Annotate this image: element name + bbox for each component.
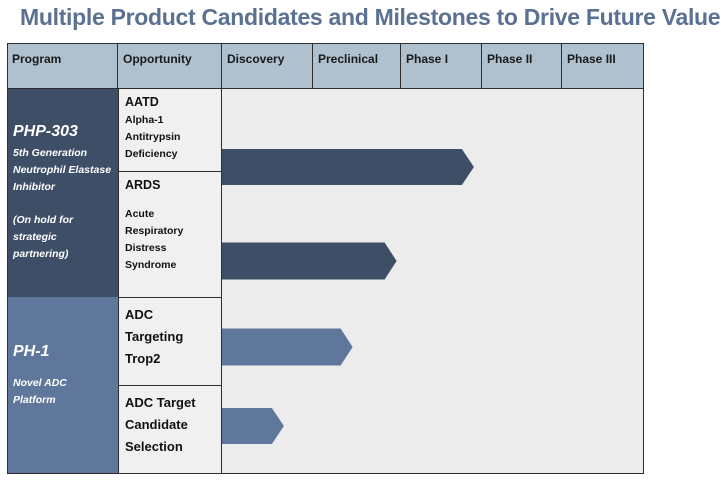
program-php303-name: PHP-303 bbox=[13, 123, 78, 140]
bar-adc-target-candidate-selection bbox=[222, 408, 284, 444]
opportunity-ards-name: ARDS bbox=[125, 178, 161, 192]
opportunity-candidate-selection: ADC Target Candidate Selection bbox=[118, 386, 222, 473]
program-php303-note: (On hold for strategic partnering) bbox=[13, 214, 74, 260]
program-ph1-desc: Novel ADC Platform bbox=[13, 377, 67, 406]
opportunity-trop2-name: ADC Targeting Trop2 bbox=[125, 307, 184, 366]
header-program: Program bbox=[7, 43, 118, 88]
bar-ards bbox=[222, 242, 397, 280]
header-preclinical: Preclinical bbox=[313, 43, 401, 88]
opportunity-aatd-desc: Alpha-1 Antitrypsin Deficiency bbox=[125, 114, 181, 160]
bar-aatd bbox=[222, 149, 474, 185]
opportunity-divider bbox=[118, 297, 222, 298]
header-phase-2: Phase II bbox=[482, 43, 562, 88]
opportunity-aatd-name: AATD bbox=[125, 95, 159, 109]
opportunity-candidate-selection-name: ADC Target Candidate Selection bbox=[125, 395, 196, 454]
header-divider bbox=[7, 88, 644, 89]
program-php303: PHP-303 5th Generation Neutrophil Elasta… bbox=[7, 89, 118, 297]
opportunity-aatd: AATD Alpha-1 Antitrypsin Deficiency bbox=[118, 89, 222, 171]
header-phase-3: Phase III bbox=[562, 43, 644, 88]
opportunity-divider bbox=[118, 385, 222, 386]
opportunity-trop2: ADC Targeting Trop2 bbox=[118, 298, 222, 385]
program-php303-desc: 5th Generation Neutrophil Elastase Inhib… bbox=[13, 147, 112, 193]
header-discovery: Discovery bbox=[222, 43, 313, 88]
header-opportunity: Opportunity bbox=[118, 43, 222, 88]
progress-bars bbox=[222, 149, 474, 444]
bar-adc-targeting-trop2 bbox=[222, 328, 353, 366]
opportunity-divider bbox=[118, 171, 222, 172]
opportunity-ards-desc: Acute Respiratory Distress Syndrome bbox=[125, 208, 184, 271]
header-phase-1: Phase I bbox=[401, 43, 482, 88]
program-ph1-name: PH-1 bbox=[13, 343, 50, 360]
plot-area bbox=[222, 89, 643, 473]
program-ph1: PH-1 Novel ADC Platform bbox=[7, 297, 118, 473]
page-title: Multiple Product Candidates and Mileston… bbox=[20, 4, 721, 30]
opportunity-ards: ARDS Acute Respiratory Distress Syndrome bbox=[118, 172, 222, 297]
